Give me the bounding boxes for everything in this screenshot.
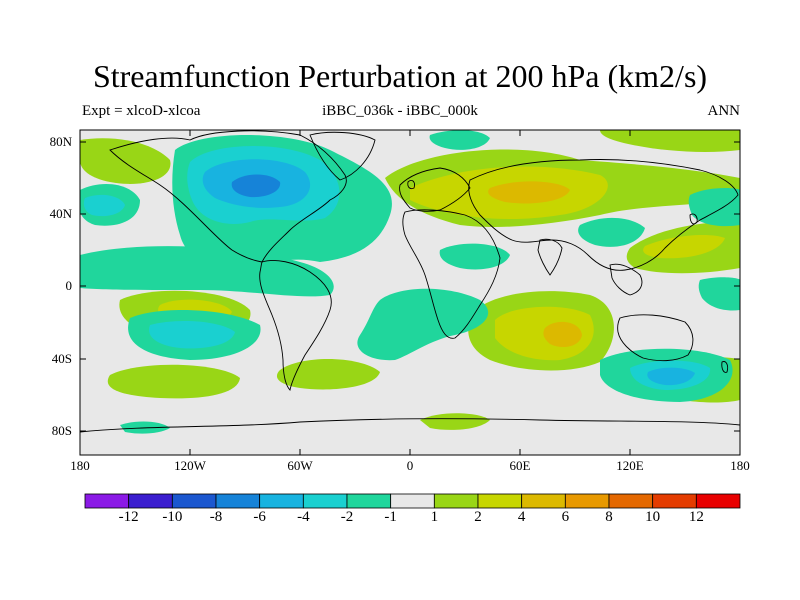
coast-new-zealand — [721, 361, 729, 373]
axis-ticks — [79, 130, 741, 455]
colorbar-tick-label: -10 — [162, 509, 183, 525]
lat-label-40s: 40S — [51, 351, 72, 366]
coast-africa — [402, 209, 501, 339]
negative-region-arctic-europe — [429, 130, 490, 150]
colorbar-swatch — [215, 493, 261, 509]
colorbar-swatch — [259, 493, 304, 509]
negative-contour-fills — [80, 130, 740, 434]
colorbar-swatch — [84, 493, 130, 509]
coast-uk — [407, 179, 415, 190]
negative-region-south-atlantic-band — [357, 288, 489, 361]
coast-greenland — [309, 131, 376, 181]
colorbar-swatch — [433, 493, 479, 509]
coast-india — [537, 238, 563, 276]
colorbar-tick-label: 2 — [474, 509, 482, 525]
coast-japan — [689, 213, 698, 225]
coast-antarctica — [80, 418, 740, 433]
negative-region-east-asia — [578, 217, 645, 247]
lon-label-0: 0 — [406, 458, 414, 473]
lat-label-eq: 0 — [65, 278, 73, 293]
colorbar-tick-label: 1 — [430, 509, 439, 525]
colorbar-swatch — [695, 493, 741, 509]
positive-region-southeast-pacific — [107, 364, 240, 399]
colorbar-tick-label: -8 — [209, 509, 223, 525]
positive-region-north-pacific-west — [80, 138, 171, 184]
colorbar-tick-label: 6 — [561, 509, 570, 525]
positive-region-south-africa-west — [420, 413, 490, 430]
lon-label-60e: 60E — [509, 458, 531, 473]
lon-label-180e: 180 — [730, 458, 750, 473]
negative-region-indian-ocean — [439, 243, 510, 270]
colorbar-swatch — [608, 493, 654, 509]
lon-label-120e: 120E — [616, 458, 644, 473]
negative-region-north-america-peak — [231, 174, 281, 198]
lat-label-80s: 80S — [51, 423, 72, 438]
colorbar-swatch — [390, 493, 435, 509]
coastlines — [80, 130, 740, 433]
coast-asia — [468, 159, 739, 271]
map-panel — [80, 130, 740, 455]
colorbar-tick-label: -12 — [118, 509, 139, 525]
negative-region-south-pacific-tropics-core — [149, 320, 235, 349]
lon-label-60w: 60W — [287, 458, 313, 473]
colorbar-tick-label: -6 — [253, 509, 266, 525]
season-label: ANN — [707, 103, 741, 119]
colorbar-tick-label: 10 — [645, 509, 661, 525]
positive-region-south-indian-peak — [543, 321, 582, 347]
colorbar-swatch — [128, 493, 173, 509]
case-difference-label: iBBC_036k - iBBC_000k — [322, 103, 478, 119]
colorbar-swatch — [477, 493, 523, 509]
lat-label-80n: 80N — [49, 134, 72, 149]
negative-region-tropical-belt — [80, 246, 334, 297]
experiment-label: Expt = xlcoD-xlcoa — [82, 103, 201, 119]
positive-region-south-atlantic — [276, 358, 380, 390]
lat-label-40n: 40N — [49, 206, 72, 221]
negative-region-northwest-pacific-core — [83, 194, 125, 217]
coast-europe — [399, 167, 471, 212]
map-title: Streamfunction Perturbation at 200 hPa (… — [92, 58, 708, 94]
colorbar-swatch — [564, 493, 610, 509]
colorbar — [84, 493, 741, 509]
negative-region-north-pacific-east — [688, 187, 740, 227]
colorbar-swatch — [346, 493, 392, 509]
positive-region-eurasia-peak — [488, 181, 570, 204]
lon-label-120w: 120W — [174, 458, 206, 473]
coast-south-america — [259, 260, 332, 391]
colorbar-swatch — [302, 493, 348, 509]
colorbar-swatch — [171, 493, 217, 509]
positive-region-west-pacific-core — [643, 234, 725, 259]
colorbar-tick-label: 4 — [517, 509, 526, 525]
colorbar-tick-label: -2 — [340, 509, 354, 525]
coast-north-america — [109, 130, 347, 263]
coast-southeast-asia — [609, 263, 643, 296]
positive-region-north-edge — [600, 130, 740, 153]
negative-region-southern-ocean-peak — [647, 367, 695, 386]
colorbar-swatch — [521, 493, 566, 509]
colorbar-tick-label: -4 — [297, 509, 310, 525]
colorbar-tick-label: 12 — [688, 509, 704, 525]
colorbar-tick-label: -1 — [384, 509, 397, 525]
colorbar-tick-label: 8 — [605, 509, 613, 525]
lon-label-180w: 180 — [70, 458, 90, 473]
coast-australia — [617, 314, 694, 362]
colorbar-swatch — [652, 493, 697, 509]
negative-region-pacific-rim — [698, 277, 740, 311]
